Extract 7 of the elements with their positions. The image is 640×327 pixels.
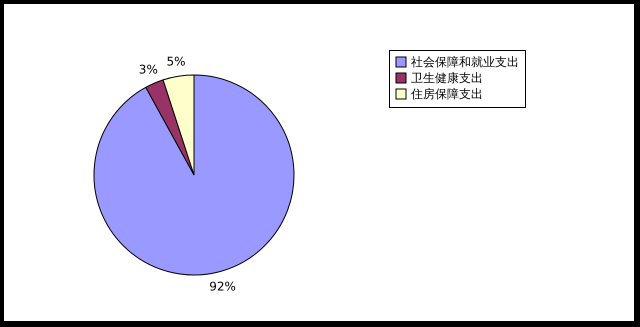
data-label: 5% (166, 54, 186, 68)
pie-slice (94, 74, 294, 276)
legend-label: 卫生健康支出 (411, 71, 483, 85)
data-label: 3% (138, 62, 158, 76)
data-label: 92% (209, 279, 236, 294)
legend-label: 社会保障和就业支出 (411, 55, 519, 69)
legend-label: 住房保障支出 (410, 87, 483, 101)
